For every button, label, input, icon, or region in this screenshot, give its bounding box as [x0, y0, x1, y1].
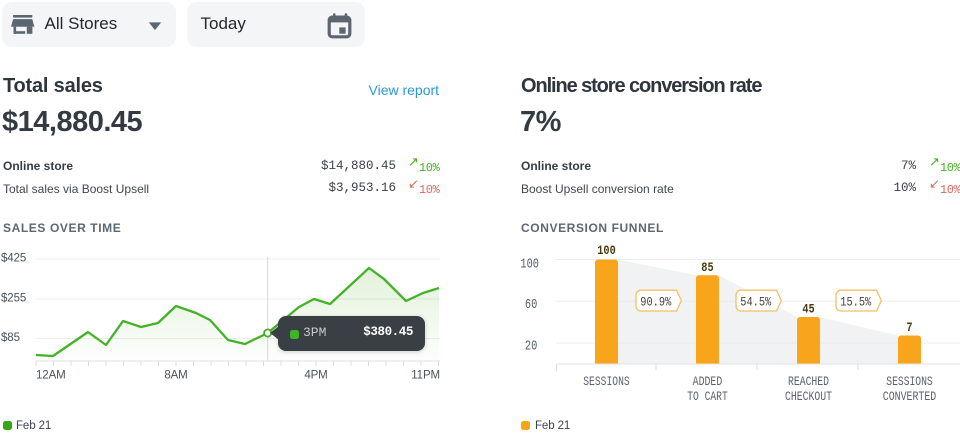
svg-text:45: 45 — [802, 301, 814, 317]
svg-text:60: 60 — [525, 297, 537, 313]
svg-text:7: 7 — [906, 320, 912, 336]
svg-text:SESSIONS: SESSIONS — [583, 376, 630, 389]
svg-text:11PM: 11PM — [411, 370, 440, 382]
svg-text:REACHED: REACHED — [788, 376, 829, 389]
svg-text:4PM: 4PM — [304, 370, 327, 382]
svg-text:12AM: 12AM — [36, 370, 66, 382]
svg-text:90.9%: 90.9% — [640, 295, 671, 309]
svg-text:ADDED: ADDED — [693, 376, 723, 389]
svg-text:100: 100 — [597, 243, 615, 259]
svg-text:$85: $85 — [1, 332, 20, 344]
svg-text:$425: $425 — [1, 253, 26, 265]
svg-text:8AM: 8AM — [164, 370, 187, 382]
svg-text:100: 100 — [520, 256, 539, 272]
svg-text:SESSIONS: SESSIONS — [886, 376, 933, 389]
svg-text:$255: $255 — [1, 293, 26, 305]
svg-text:TO CART: TO CART — [687, 391, 728, 404]
svg-text:85: 85 — [701, 260, 713, 276]
svg-text:CONVERTED: CONVERTED — [883, 391, 937, 404]
svg-text:54.5%: 54.5% — [740, 295, 771, 309]
svg-text:15.5%: 15.5% — [840, 295, 871, 309]
svg-text:CHECKOUT: CHECKOUT — [785, 391, 832, 404]
svg-text:20: 20 — [525, 338, 537, 354]
